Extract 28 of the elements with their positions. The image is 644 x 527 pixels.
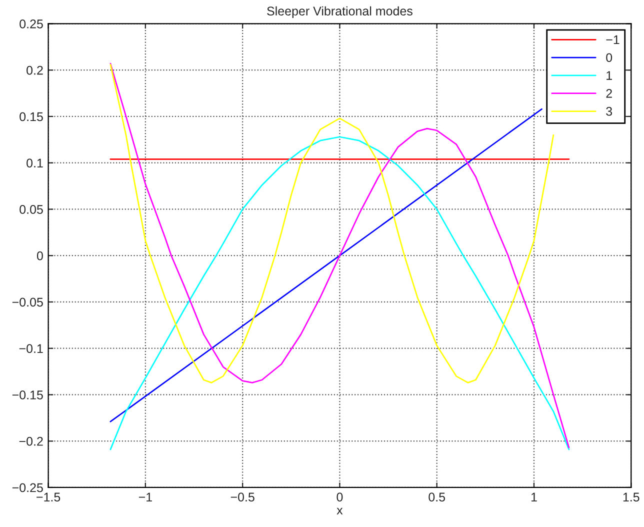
x-tick-label: 0.5 xyxy=(428,492,446,502)
legend-label: 0 xyxy=(606,53,612,62)
line-series xyxy=(110,64,554,384)
line-series xyxy=(110,62,570,448)
y-tick-label: 0 xyxy=(36,251,43,260)
x-axis-title: x xyxy=(336,508,343,514)
y-tick-label: −0.25 xyxy=(12,483,43,492)
line-series xyxy=(110,136,570,450)
y-tick-label: 0.05 xyxy=(20,205,43,214)
y-tick-label: −0.1 xyxy=(19,344,43,353)
y-tick-label: −0.15 xyxy=(12,390,43,400)
legend-label: 2 xyxy=(606,89,612,98)
chart-title: Sleeper Vibrational modes xyxy=(267,6,412,18)
y-tick-label: 0.2 xyxy=(26,66,43,75)
y-tick-label: −0.2 xyxy=(19,436,43,446)
x-tick-label: −1.5 xyxy=(36,492,60,502)
y-tick-label: −0.05 xyxy=(12,298,43,307)
y-tick-label: 0.1 xyxy=(26,158,43,168)
y-tick-label: 0.15 xyxy=(20,112,43,122)
x-tick-label: 1 xyxy=(531,492,537,502)
legend-label: −1 xyxy=(606,35,620,44)
x-tick-label: 0 xyxy=(336,492,343,502)
legend-label: 1 xyxy=(606,71,612,80)
y-tick-label: 0.25 xyxy=(20,20,43,28)
x-tick-label: −1 xyxy=(138,492,152,502)
x-tick-label: 1.5 xyxy=(623,492,640,502)
x-tick-label: −0.5 xyxy=(230,492,254,502)
legend-label: 3 xyxy=(606,106,612,116)
